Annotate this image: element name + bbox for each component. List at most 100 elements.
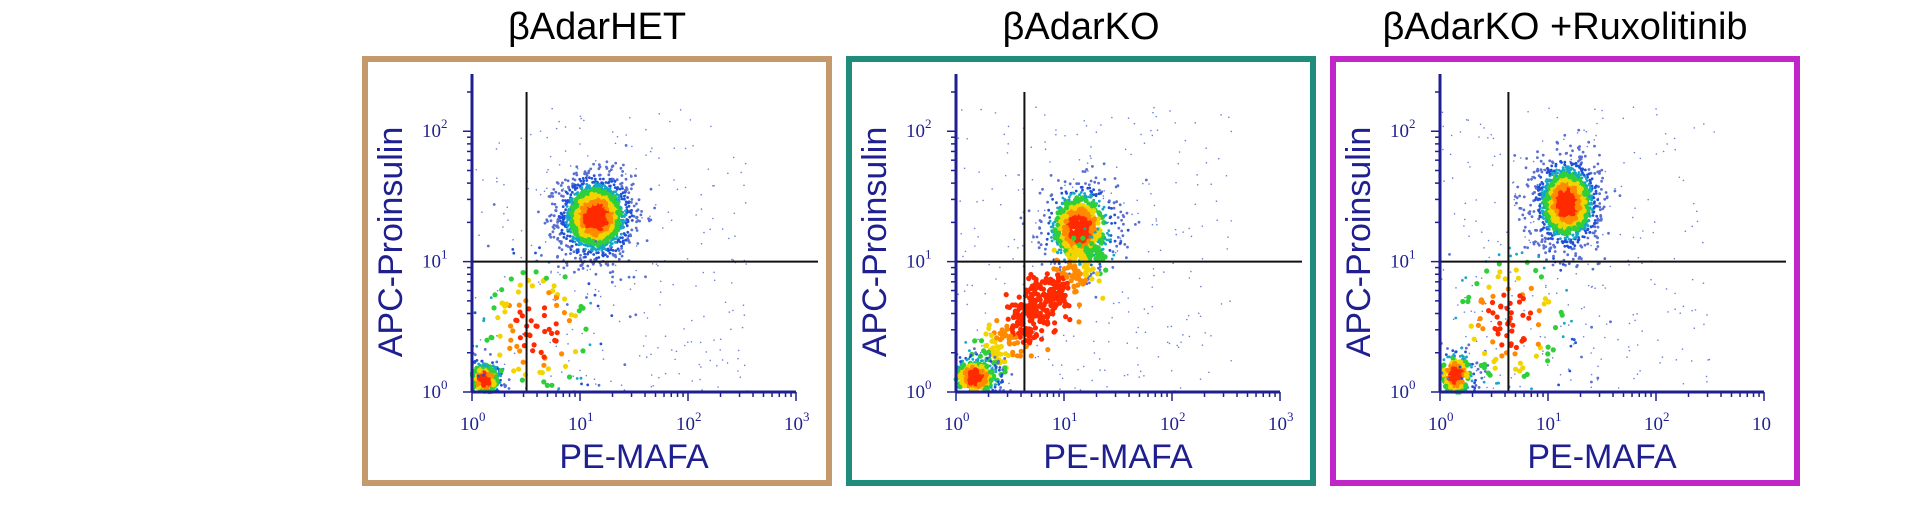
event-dot [1560,325,1562,328]
event-dot [565,303,569,306]
event-dot [1594,247,1598,251]
event-dot [1618,194,1622,198]
event-dot [1634,207,1636,209]
event-dot [684,147,687,150]
event-dot [1480,277,1483,279]
event-dot [1574,161,1578,165]
event-dot [496,335,498,337]
event-dot [1642,230,1644,232]
event-dot [717,386,719,388]
event-dot [705,351,708,353]
event-dot [1506,231,1508,233]
event-dot [1702,123,1705,125]
event-dot [1548,293,1550,295]
event-dot [655,263,658,265]
event-dot [1571,233,1575,237]
event-dot [741,326,744,329]
event-dot [1451,177,1454,179]
event-dot [712,185,714,187]
event-dot [1552,169,1556,173]
event-dot [1607,231,1610,235]
event-dot [1548,242,1552,246]
event-dot [1536,183,1539,186]
event-dot [1563,133,1567,137]
event-dot [713,271,715,274]
event-dot [1511,182,1514,184]
event-dot [620,244,623,248]
event-dot [673,147,676,150]
event-dot [1594,108,1596,111]
event-dot [482,179,484,181]
event-dot [1632,313,1635,316]
event-dot [687,341,689,343]
event-dot [1481,310,1484,313]
event-dot [1544,251,1547,255]
event-dot [1604,170,1607,173]
event-dot [1523,345,1525,347]
event-dot [1582,173,1586,177]
event-dot [1569,154,1573,157]
event-dot [709,228,711,231]
event-dot [657,346,659,349]
event-dot [1653,283,1656,286]
event-dot [555,127,558,130]
event-dot [635,269,637,272]
event-dot [1551,263,1555,267]
event-dot [1486,386,1488,389]
event-dot [620,197,624,201]
event-dot [611,131,614,133]
event-dot [744,162,747,165]
event-dot [643,311,646,314]
event-dot [659,280,662,283]
event-dot [1703,323,1705,326]
event-dot [633,282,636,285]
event-dot [679,109,682,111]
event-dot [742,304,745,307]
event-dot [557,271,559,274]
event-dot [1547,237,1550,241]
event-dot [567,343,569,345]
event-dot [583,119,585,122]
event-dot [478,234,480,236]
event-dot [1577,238,1581,242]
event-dot [552,298,555,301]
event-dot [546,187,548,190]
event-dot [1540,234,1544,238]
event-dot [543,190,546,193]
event-dot [1544,336,1546,338]
event-dot [612,304,615,306]
event-dot [589,268,592,271]
event-dot [710,125,712,128]
event-dot [672,283,674,286]
event-dot [1598,202,1602,205]
event-dot [614,285,617,288]
event-dot [737,357,739,360]
event-dot [579,115,582,118]
event-dot [1468,235,1470,237]
event-dot [1475,199,1478,201]
event-dot [1593,139,1596,141]
event-dot [1510,377,1513,379]
event-dot [1459,131,1462,133]
event-dot [1604,191,1608,194]
event-dot [1679,312,1682,314]
event-dot [613,186,617,190]
event-dot [1633,377,1635,380]
event-dot [573,240,577,244]
event-dot [698,363,701,366]
event-dot [503,212,505,215]
event-dot [569,165,572,167]
event-dot [1492,137,1495,140]
event-dot [1567,304,1570,306]
event-dot [625,224,629,228]
event-dot [1617,387,1620,389]
event-dot [724,301,727,304]
event-dot [1693,327,1696,329]
event-dot [1570,379,1572,381]
event-dot [1514,193,1517,195]
event-dot [1657,339,1659,342]
event-dot [1494,201,1496,204]
event-dot [658,184,660,186]
event-dot [1578,155,1581,159]
event-dot [700,208,703,210]
